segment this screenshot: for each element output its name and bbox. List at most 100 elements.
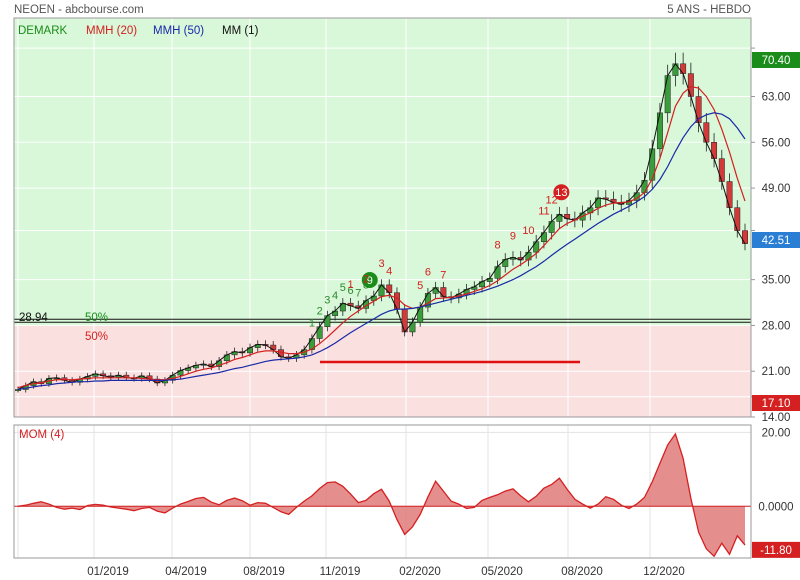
bull-zone [14,18,751,325]
mom-y-tick-label: 0.0000 [758,501,793,513]
candle-body [386,284,393,293]
series-line-mm-1- [17,62,746,390]
candle-body [687,73,694,97]
series-line-mmh-20- [17,86,746,389]
demark-count-green: 2 [317,306,323,318]
candle-body [417,306,424,323]
candle-body [726,181,733,208]
candle-body [641,179,648,193]
candle-body [711,142,718,159]
level-value-label: 28.94 [19,312,48,324]
demark-count-red: 5 [417,280,423,292]
mom-line [17,432,746,558]
legend-demark: DEMARK [18,25,68,37]
mom-y-tick-label: -11.80 [760,545,792,557]
x-tick-label: 12/2020 [643,566,685,578]
demark-count-red: 8 [494,240,500,252]
x-tick-label: 01/2019 [87,566,129,578]
indicator-lines [17,62,746,391]
candle-body [680,63,687,74]
candle-body [734,207,741,231]
candle-body [15,389,21,391]
x-tick-label: 08/2019 [243,566,285,578]
demark-count-red: 13 [555,187,567,199]
x-axis: 01/2019 04/2019 08/2019 11/2019 02/2020 05/20… [87,566,685,578]
level-pct-green: 50% [85,312,108,324]
demark-count-green: 7 [355,287,361,299]
mom-y-axis: 20.00 0.0000 -11.80 [752,427,800,558]
chart-title: NEOEN - abcbourse.com [14,4,144,16]
candle-body [324,315,331,327]
svg-text:17.10: 17.10 [762,398,791,410]
demark-count-red: 2 [363,274,369,286]
demark-count-red: 4 [386,266,392,278]
mom-area [18,433,745,557]
demark-count-red: 6 [425,266,431,278]
candle-body [718,158,725,182]
demark-count-red: 1 [348,279,354,291]
demark-count-red: 7 [440,270,446,282]
mom-last-tag [752,541,800,558]
demark-count-green: 1 [309,318,315,330]
mom-plot [14,432,751,558]
legend: DEMARK MMH (20) MMH (50) MM (1) [18,25,259,37]
demark-counts: 12345678912347658910111213 [309,184,570,330]
demark-count-red: 3 [378,258,384,270]
demark-count-red: 12 [546,194,558,206]
mom-title: MOM (4) [19,429,65,441]
level-pct-red: 50% [85,331,108,343]
candle-body [742,230,748,244]
candle-body [394,292,400,310]
last-price-tag: 42.51 [752,232,800,248]
candle-body [316,326,323,339]
candle-body [664,75,671,114]
y-tick-label: 63.00 [762,91,791,103]
candle-body [595,197,602,208]
demark-count-green: 9 [367,275,373,287]
x-tick-label: 05/2020 [481,566,523,578]
mom-y-tick-label: 20.00 [762,427,791,439]
candle-body [703,122,710,143]
x-tick-label: 02/2020 [399,566,441,578]
demark-count-green: 4 [332,290,338,302]
candle-body [540,232,547,242]
candle-body [656,112,663,150]
candle-body [548,221,555,233]
mom-frame [13,424,752,559]
candle-body [278,349,284,358]
demark-count-red: 9 [510,230,516,242]
x-tick-label: 08/2020 [561,566,603,578]
demark-count-green: 5 [340,282,346,294]
main-frame [13,17,752,418]
y-tick-label: 21.00 [762,366,791,378]
candle-body [440,287,447,297]
legend-mmh50: MMH (50) [153,25,204,37]
momentum-panel: MOM (4) 20.00 0.0000 -11.80 [13,424,800,559]
series-line-mmh-50- [17,112,746,391]
candle-body [533,241,540,253]
svg-text:42.51: 42.51 [762,235,791,247]
svg-text:70.40: 70.40 [762,55,791,67]
demark-count-red: 10 [522,225,534,237]
x-tick-label: 11/2019 [320,566,361,578]
y-tick-label: 49.00 [762,183,791,195]
legend-mmh20: MMH (20) [86,25,137,37]
candle-body [494,266,501,279]
y-tick-label: 56.00 [762,137,791,149]
main-y-axis: 63.00 56.00 49.00 35.00 28.00 21.00 14.00 [751,47,791,424]
low-price-tag: 17.10 [752,395,800,411]
demark-count-green: 3 [324,295,330,307]
demark-count-green: 6 [348,285,354,297]
period-label: 5 ANS - HEBDO [667,4,751,16]
demark-red-badge [553,184,570,201]
demark-count-red: 11 [538,206,549,218]
main-panel [13,17,752,418]
candle-body [409,321,416,333]
legend-mm1: MM (1) [222,25,259,37]
high-price-tag: 70.40 [752,52,800,68]
y-tick-label: 35.00 [762,275,791,287]
y-tick-label: 14.00 [762,412,791,424]
demark-green-badge [361,271,378,288]
y-tick-label: 28.00 [762,320,791,332]
